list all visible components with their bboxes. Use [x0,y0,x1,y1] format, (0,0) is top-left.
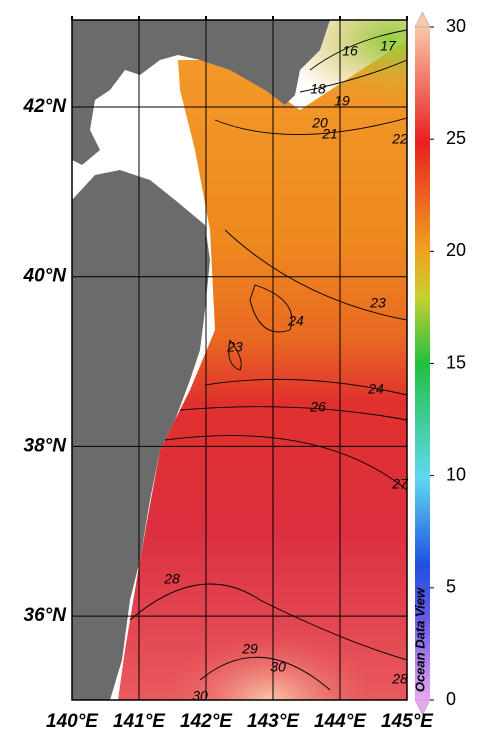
contour-label: 28 [391,671,408,687]
contour-label: 22 [391,131,408,147]
x-tick-label: 143°E [247,711,300,732]
contour-label: 20 [311,115,328,131]
frame-tick [71,16,73,20]
land [72,170,210,700]
frame-tick [406,16,408,20]
colorbar-label: 5 [446,577,456,597]
contours [129,29,407,691]
data-field [118,40,407,700]
contour-label: 23 [369,295,386,311]
colorbar-label: 25 [446,128,466,148]
frame [71,19,408,701]
warm-patch [160,630,380,700]
x-tick-label: 144°E [314,711,367,732]
y-tick-label: 42°N [23,96,68,117]
colorbar-label: 0 [446,689,456,709]
colorbar [415,27,430,700]
contour-label: 27 [391,476,409,492]
contour-label: 17 [380,38,397,54]
frame-tick [205,16,207,20]
x-tick-label: 142°E [180,711,233,732]
grid [72,20,407,700]
colorbar-max-arrow [414,11,431,28]
colorbar-label: 15 [446,352,466,372]
x-tick-label: 145°E [381,711,434,732]
contour-label: 30 [192,688,208,704]
y-tick-label: 40°N [23,266,68,287]
x-tick-label: 141°E [113,711,166,732]
map-area [72,20,407,700]
contour-label: 30 [270,659,286,675]
colorbar-label: 20 [446,240,466,260]
watermark: Ocean Data View [412,587,427,692]
contour-label: 23 [226,339,243,355]
contour-label: 19 [334,93,350,109]
contour-label: 24 [367,381,384,397]
contour-label: 29 [241,641,258,657]
frame-tick [138,16,140,20]
colorbar-min-arrow [414,699,431,716]
contour-label: 16 [342,43,358,59]
contour-labels: 16 17 18 19 20 21 22 23 24 23 24 26 27 2… [163,38,409,704]
y-tick-label: 38°N [24,435,68,456]
contour-label: 18 [310,81,326,97]
contour-label: 24 [287,313,304,329]
frame-tick [272,16,274,20]
x-tick-label: 140°E [46,711,99,732]
contour-label: 21 [321,126,338,142]
colorbar-label: 30 [446,16,466,36]
y-tick-label: 36°N [24,605,68,626]
contour-label: 28 [163,571,180,587]
colorbar-label: 10 [446,464,466,484]
contour-label: 26 [309,399,326,415]
frame-tick [339,16,341,20]
land [72,20,330,165]
